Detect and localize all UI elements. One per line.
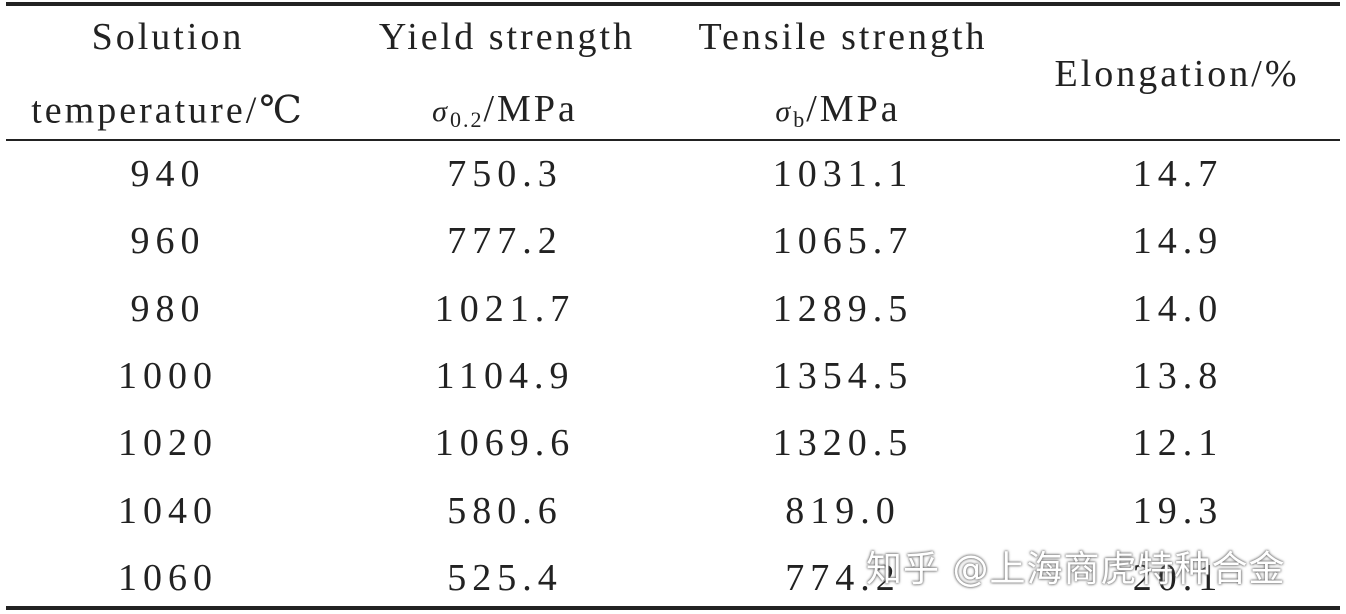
table-cell: 1065.7 — [772, 220, 914, 263]
header-text: Solution — [91, 16, 245, 58]
table-cell: 1040 — [118, 489, 218, 532]
table-cell: 1021.7 — [434, 287, 576, 330]
table-cell: 1060 — [118, 556, 218, 599]
table-cell: 580.6 — [447, 489, 563, 532]
subscript: b — [793, 107, 807, 132]
table-cell: 525.4 — [447, 556, 563, 599]
table-cell: 1020 — [118, 422, 218, 465]
header-unit: σb/MPa — [775, 87, 900, 133]
table-cell: 1031.1 — [772, 153, 914, 195]
table-cell: 12.1 — [1132, 422, 1224, 465]
watermark: 知乎 @上海商虎特种合金 — [866, 549, 1286, 590]
bottom-rule — [6, 606, 1340, 610]
table-cell: 819.0 — [785, 489, 901, 532]
table-cell: 1354.5 — [772, 354, 914, 397]
header-text: temperature/℃ — [31, 89, 305, 132]
table-cell: 1000 — [118, 354, 218, 397]
table-cell: 1289.5 — [772, 287, 914, 330]
table-cell: 19.3 — [1132, 489, 1224, 532]
symbol: σ — [432, 95, 450, 128]
header-rule — [6, 139, 1340, 141]
table-cell: 20.1 — [1132, 556, 1224, 599]
unit: /MPa — [806, 88, 901, 130]
table-cell: 14.9 — [1132, 220, 1224, 263]
unit: /MPa — [483, 88, 578, 130]
header-text: Yield strength — [378, 16, 636, 58]
table-cell: 1069.6 — [434, 422, 576, 465]
header-text: Tensile strength — [698, 16, 988, 58]
symbol: σ — [775, 95, 794, 128]
table-cell: 750.3 — [447, 153, 563, 195]
top-rule — [6, 2, 1340, 6]
table-cell: 14.7 — [1132, 153, 1224, 195]
table-cell: 1104.9 — [435, 354, 575, 397]
table-cell: 940 — [130, 153, 206, 195]
table-cell: 14.0 — [1132, 287, 1224, 330]
table-cell: 777.2 — [447, 220, 563, 263]
table-cell: 1320.5 — [772, 422, 914, 465]
table-cell: 774.2 — [785, 556, 901, 599]
subscript: 0.2 — [449, 107, 484, 132]
table-cell: 960 — [130, 220, 206, 263]
header-unit: σ0.2/MPa — [432, 87, 578, 133]
table-cell: 980 — [130, 287, 206, 330]
header-text: Elongation/% — [1054, 53, 1300, 95]
table-cell: 13.8 — [1132, 354, 1224, 397]
